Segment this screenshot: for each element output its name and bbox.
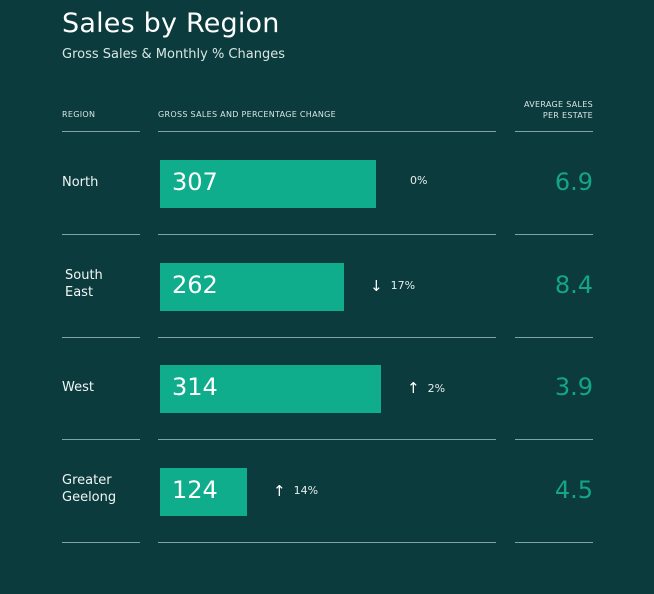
average-sales-value: 8.4 [554,270,593,299]
bar-value-label: 307 [172,168,218,196]
row-rule-avg [515,336,593,338]
row-rule-region [62,439,140,440]
average-sales-value: 3.9 [554,373,593,401]
row-rule-gross [158,541,496,543]
bar-value-label: 314 [172,373,218,401]
bar-value-label: 262 [172,270,218,299]
header-average-line1: AVERAGE SALES [523,100,593,109]
header-rule-region [62,131,140,132]
bar-value-label: 124 [172,475,218,504]
region-label-line: South [65,267,103,283]
region-label: West [62,379,142,396]
region-label-line: Greater [62,472,112,488]
region-label: South East [65,267,145,301]
percent-change-value: 2% [427,381,446,395]
region-label-line: North [62,175,99,190]
arrow-up-icon: ↑ [407,379,420,397]
average-sales-value: 4.5 [554,475,593,504]
row-rule-avg [515,541,593,543]
percent-change-value: 17% [390,279,416,292]
chart-title: Sales by Region [62,8,280,39]
header-gross-sales: GROSS SALES AND PERCENTAGE CHANGE [158,110,337,119]
header-region: REGION [62,110,96,119]
chart-row: Greater Geelong 124 ↑ 14% 4.5 [0,440,654,543]
row-rule-avg [515,234,593,235]
row-rule-gross [158,234,496,235]
chart-row: North 307 0% 6.9 [0,132,654,235]
average-sales-value: 6.9 [554,168,593,196]
percent-change: ↑ 14% [273,482,318,500]
header-rule-avg [515,131,593,132]
region-label-line: West [62,380,94,395]
header-average-sales: AVERAGE SALES PER ESTATE [500,99,593,121]
row-rule-gross [158,439,496,440]
arrow-up-icon: ↑ [273,481,286,500]
bar: 262 [160,262,344,311]
region-label: North [62,174,142,191]
row-rule-avg [515,439,593,440]
region-label: Greater Geelong [62,472,142,506]
percent-change: 0% [410,174,427,187]
arrow-down-icon: ↓ [370,276,383,295]
row-rule-gross [158,336,496,338]
chart-subtitle: Gross Sales & Monthly % Changes [62,47,285,62]
bar: 124 [160,467,247,516]
header-rule-gross [158,131,496,132]
region-label-line: Geelong [62,489,117,505]
header-average-line2: PER ESTATE [542,111,593,120]
chart-row: West 314 ↑ 2% 3.9 [0,337,654,440]
percent-change-value: 0% [410,174,428,187]
percent-change: ↓ 17% [370,277,415,295]
row-rule-region [62,336,140,338]
row-rule-region [62,541,140,543]
percent-change: ↑ 2% [407,379,445,397]
bar: 314 [160,365,381,413]
region-label-line: East [65,284,94,300]
bar: 307 [160,160,376,208]
percent-change-value: 14% [293,484,319,497]
row-rule-region [62,234,140,235]
chart-row: South East 262 ↓ 17% 8.4 [0,235,654,338]
